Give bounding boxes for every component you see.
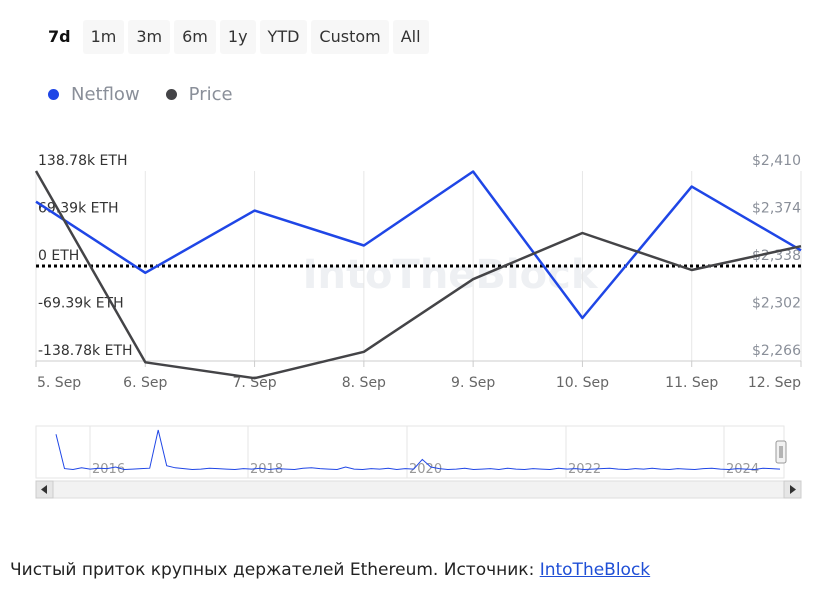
right-axis: $2,410 $2,374 $2,338 $2,302 $2,266: [752, 153, 801, 359]
navigator[interactable]: 2016 2018 2020 2022 2024: [0, 420, 817, 502]
x-tick-label: 7. Sep: [232, 375, 276, 391]
range-button-ytd[interactable]: YTD: [259, 20, 308, 54]
scroll-left-arrow-icon: [41, 485, 47, 494]
x-axis: 5. Sep 6. Sep 7. Sep 8. Sep 9. Sep 10. Sep 11.…: [37, 375, 801, 391]
series-line-price[interactable]: [34, 170, 802, 380]
right-tick-label: $2,410: [752, 153, 801, 169]
right-tick-label: $2,266: [752, 343, 801, 359]
caption: Чистый приток крупных держателей Ethereu…: [10, 560, 650, 580]
legend: Netflow Price: [48, 84, 233, 105]
watermark-text: IntoTheBlock: [303, 252, 599, 298]
x-tick-label: 10. Sep: [556, 375, 609, 391]
range-button-all[interactable]: All: [392, 20, 429, 54]
navigator-year-label: 2024: [726, 462, 759, 477]
left-tick-label: -138.78k ETH: [38, 343, 133, 359]
left-axis: 138.78k ETH 69.39k ETH 0 ETH -69.39k ETH -13…: [38, 153, 133, 359]
navigator-year-labels: 2016 2018 2020 2022 2024: [92, 462, 759, 477]
left-tick-label: 69.39k ETH: [38, 201, 119, 217]
right-tick-label: $2,374: [752, 201, 801, 217]
navigator-handle[interactable]: [775, 440, 787, 464]
range-button-custom[interactable]: Custom: [311, 20, 389, 54]
range-button-7d[interactable]: 7d: [40, 20, 79, 54]
right-tick-label: $2,338: [752, 248, 801, 264]
legend-price-marker: [165, 89, 177, 100]
x-tick-label: 8. Sep: [342, 375, 386, 391]
range-button-1m[interactable]: 1m: [82, 20, 125, 54]
legend-netflow-label: Netflow: [71, 84, 140, 105]
netflow-price-chart: IntoTheBlock 138.78k ETH 69.39k ETH 0 ETH -…: [34, 153, 802, 391]
legend-item-netflow[interactable]: Netflow: [48, 84, 140, 105]
scrollbar-track[interactable]: [35, 480, 802, 499]
range-button-3m[interactable]: 3m: [128, 20, 171, 54]
x-tick-label: 12. Sep: [748, 375, 801, 391]
range-button-1y[interactable]: 1y: [219, 20, 256, 54]
series-line-netflow[interactable]: [35, 170, 802, 320]
left-tick-label: 138.78k ETH: [38, 153, 127, 169]
left-tick-label: 0 ETH: [38, 248, 79, 264]
x-tick-label: 6. Sep: [123, 375, 167, 391]
legend-netflow-marker: [48, 89, 59, 100]
caption-text: Чистый приток крупных держателей Ethereu…: [10, 560, 540, 580]
range-button-6m[interactable]: 6m: [174, 20, 216, 54]
x-tick-label: 11. Sep: [665, 375, 718, 391]
navigator-year-label: 2016: [92, 462, 125, 477]
source-link[interactable]: IntoTheBlock: [539, 560, 651, 580]
navigator-series: [55, 429, 781, 471]
range-selector: 7d 1m 3m 6m 1y YTD Custom All: [40, 20, 429, 54]
scroll-right-arrow-icon: [790, 485, 796, 494]
x-tick-label: 9. Sep: [451, 375, 495, 391]
legend-price-label: Price: [188, 84, 233, 105]
x-tick-label: 5. Sep: [37, 375, 81, 391]
navigator-handle-body[interactable]: [775, 440, 787, 464]
series-layer: [34, 170, 802, 380]
legend-item-price[interactable]: Price: [165, 84, 233, 105]
right-tick-label: $2,302: [752, 296, 801, 312]
left-tick-label: -69.39k ETH: [38, 296, 124, 312]
